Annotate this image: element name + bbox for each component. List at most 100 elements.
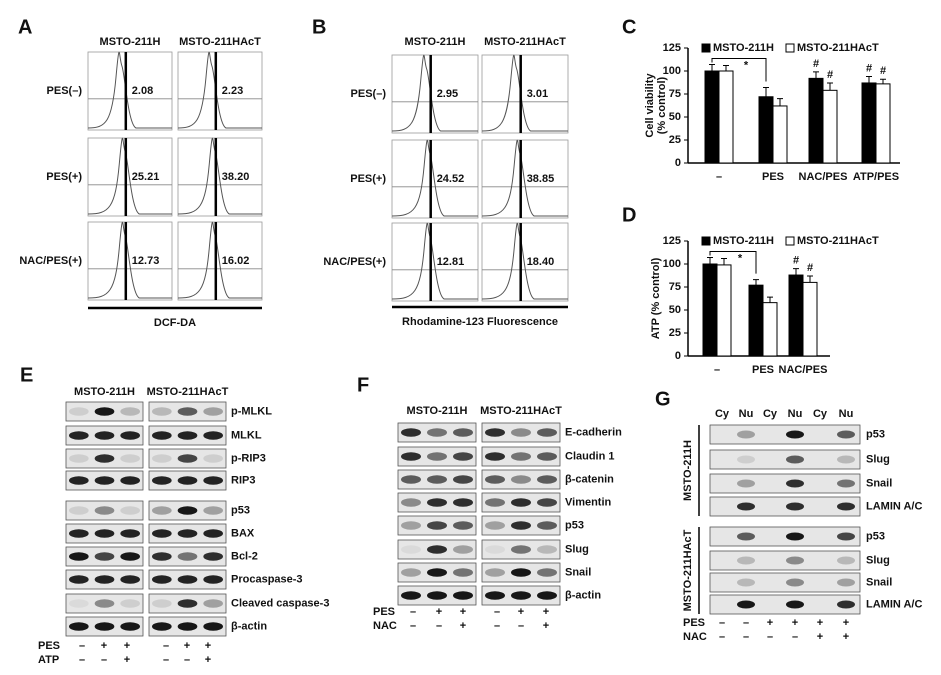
blot-band: [177, 599, 198, 608]
blot-band: [152, 622, 172, 631]
band-label: β-actin: [565, 589, 601, 601]
gate-value: 24.52: [437, 173, 465, 185]
blot-band: [94, 575, 115, 584]
bar: [861, 82, 877, 164]
band-label: Slug: [866, 554, 890, 566]
bar: [704, 70, 720, 164]
blot-band: [203, 599, 224, 608]
blot-band: [837, 556, 855, 565]
blot-band: [152, 476, 172, 485]
treatment-sign: +: [767, 617, 773, 629]
blot-band: [427, 568, 447, 577]
band-label: Procaspase-3: [231, 573, 303, 585]
histogram-frame: [87, 51, 173, 131]
blot-band: [203, 575, 224, 584]
blot-strip: [65, 500, 144, 521]
bar: [802, 281, 818, 357]
panel-letter: F: [357, 374, 369, 396]
blot-band: [537, 428, 557, 437]
blot-band: [511, 568, 531, 577]
blot-band: [177, 407, 198, 416]
treatment-sign: +: [543, 620, 549, 632]
histogram-curve: [391, 139, 478, 217]
blot-band: [537, 475, 557, 484]
blot-band: [737, 479, 755, 488]
error-bar: [709, 64, 715, 71]
band-label: β-catenin: [565, 473, 614, 485]
histogram-curve: [391, 54, 478, 132]
blot-band: [427, 452, 447, 461]
blot-band: [152, 552, 172, 561]
blot-band: [537, 591, 557, 600]
gate-value: 2.08: [132, 85, 153, 97]
blot-band: [453, 452, 473, 461]
blot-band: [152, 407, 172, 416]
bar: [822, 89, 838, 164]
treatment-sign: –: [719, 617, 725, 629]
bar: [758, 96, 774, 164]
blot-band: [152, 599, 172, 608]
blot-band: [203, 552, 224, 561]
blot-band: [786, 479, 804, 488]
blot-band: [177, 622, 198, 631]
error-bar: [807, 275, 813, 283]
blot-band: [453, 545, 473, 554]
treatment-sign: –: [494, 606, 500, 618]
blot-band: [786, 430, 804, 439]
blot-strip: [709, 496, 861, 517]
x-tick-label: –: [716, 171, 722, 183]
blot-band: [485, 521, 505, 530]
treatment-sign: +: [124, 654, 130, 666]
blot-strip: [709, 594, 861, 615]
blot-band: [453, 521, 473, 530]
treatment-sign: +: [817, 617, 823, 629]
blot-band: [177, 454, 198, 463]
blot-band: [177, 431, 198, 440]
blot-band: [511, 475, 531, 484]
column-header: Cy: [813, 408, 828, 420]
treatment-sign: +: [184, 640, 190, 652]
band-label: Snail: [866, 477, 892, 489]
legend-swatch: [785, 43, 795, 53]
blot-band: [203, 622, 224, 631]
panel-letter: A: [18, 16, 32, 38]
blot-band: [537, 568, 557, 577]
row-label: PES(–): [47, 85, 83, 97]
blot-band: [94, 431, 115, 440]
bar: [875, 83, 891, 164]
y-tick-label: 50: [669, 111, 681, 123]
blot-band: [737, 502, 755, 511]
blot-band: [401, 591, 421, 600]
band-label: p53: [231, 504, 250, 516]
blot-band: [737, 600, 755, 609]
treatment-sign: –: [743, 631, 749, 643]
blot-band: [737, 455, 755, 464]
blot-band: [737, 578, 755, 587]
band-label: Bcl-2: [231, 550, 258, 562]
blot-band: [203, 407, 224, 416]
y-tick-label: 125: [663, 42, 681, 54]
band-label: MLKL: [231, 429, 262, 441]
blot-band: [453, 475, 473, 484]
blot-band: [120, 599, 140, 608]
gate-value: 2.23: [222, 85, 243, 97]
y-tick-label: 100: [663, 258, 681, 270]
blot-band: [401, 498, 421, 507]
panel-letter: G: [655, 388, 671, 410]
blot-band: [401, 428, 421, 437]
blot-strip: [709, 424, 861, 445]
blot-band: [837, 578, 855, 587]
treatment-sign: +: [518, 606, 524, 618]
blot-band: [152, 431, 172, 440]
blot-band: [401, 545, 421, 554]
blot-band: [453, 428, 473, 437]
blot-band: [485, 475, 505, 484]
histogram-curve: [391, 222, 478, 300]
blot-band: [737, 556, 755, 565]
column-header: MSTO-211HAcT: [484, 36, 566, 48]
blot-band: [69, 506, 89, 515]
blot-band: [152, 529, 172, 538]
blot-band: [485, 498, 505, 507]
x-tick-label: NAC/PES: [799, 171, 848, 183]
